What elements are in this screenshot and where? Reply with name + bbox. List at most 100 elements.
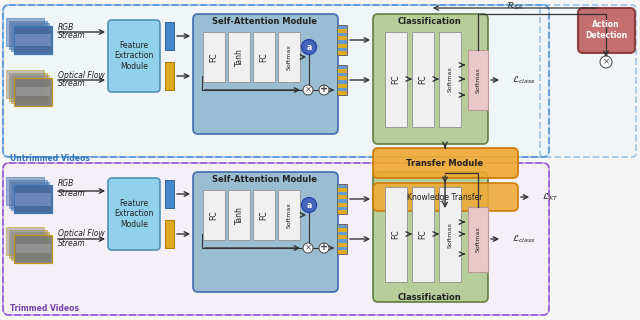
Circle shape bbox=[303, 243, 313, 253]
Text: Trimmed Videos: Trimmed Videos bbox=[10, 304, 79, 313]
Text: Optical Flow: Optical Flow bbox=[58, 229, 105, 238]
Bar bbox=[11, 23, 49, 51]
Text: RGB: RGB bbox=[58, 180, 74, 188]
Bar bbox=[13, 77, 51, 106]
Bar bbox=[203, 190, 225, 240]
Bar bbox=[337, 73, 347, 76]
Text: FC: FC bbox=[419, 230, 428, 239]
Bar bbox=[6, 177, 44, 205]
Bar bbox=[337, 25, 347, 29]
Bar bbox=[337, 29, 347, 33]
Bar bbox=[439, 32, 461, 127]
Text: ×: × bbox=[305, 85, 312, 94]
Text: Action
Detection: Action Detection bbox=[585, 20, 627, 40]
Bar bbox=[439, 187, 461, 282]
Text: Classification: Classification bbox=[398, 292, 462, 301]
Bar bbox=[468, 207, 488, 272]
FancyBboxPatch shape bbox=[373, 172, 488, 302]
FancyBboxPatch shape bbox=[193, 172, 338, 292]
Bar bbox=[337, 228, 347, 231]
Circle shape bbox=[319, 243, 329, 253]
FancyBboxPatch shape bbox=[108, 178, 160, 250]
Bar bbox=[13, 26, 51, 53]
Bar bbox=[337, 76, 347, 80]
Bar bbox=[6, 227, 44, 255]
Bar bbox=[13, 185, 51, 212]
Bar bbox=[337, 184, 347, 188]
Text: ×: × bbox=[602, 58, 609, 67]
Bar bbox=[253, 190, 275, 240]
Bar bbox=[337, 87, 347, 91]
Text: $\mathcal{L}_{class}$: $\mathcal{L}_{class}$ bbox=[512, 233, 536, 245]
Text: Softmax: Softmax bbox=[476, 67, 481, 93]
Bar bbox=[15, 34, 51, 46]
Bar bbox=[337, 51, 347, 55]
FancyBboxPatch shape bbox=[3, 5, 549, 157]
Bar bbox=[203, 32, 225, 82]
Text: FC: FC bbox=[419, 75, 428, 84]
Bar bbox=[337, 91, 347, 95]
Text: Softmax: Softmax bbox=[287, 44, 291, 70]
Text: Knowledge Transfer: Knowledge Transfer bbox=[407, 193, 483, 202]
Bar bbox=[337, 203, 347, 206]
Text: a: a bbox=[307, 43, 312, 52]
Text: FC: FC bbox=[209, 210, 218, 220]
Bar bbox=[13, 26, 51, 53]
Bar bbox=[11, 182, 49, 210]
Text: Stream: Stream bbox=[58, 238, 86, 247]
Bar bbox=[337, 191, 347, 195]
Text: Stream: Stream bbox=[58, 79, 86, 89]
FancyBboxPatch shape bbox=[193, 14, 338, 134]
Text: ×: × bbox=[305, 244, 312, 252]
Text: Softmax: Softmax bbox=[287, 202, 291, 228]
Bar bbox=[337, 243, 347, 246]
Bar bbox=[337, 25, 347, 55]
Bar bbox=[15, 193, 51, 205]
Bar bbox=[337, 84, 347, 87]
Circle shape bbox=[303, 85, 313, 95]
Bar bbox=[8, 229, 47, 258]
Bar bbox=[337, 44, 347, 47]
Text: $\mathcal{R}_{SA}$: $\mathcal{R}_{SA}$ bbox=[506, 0, 524, 12]
Bar bbox=[385, 187, 407, 282]
Bar bbox=[337, 195, 347, 199]
Bar bbox=[165, 22, 174, 50]
Bar bbox=[15, 87, 49, 96]
Text: $\mathcal{L}_{class}$: $\mathcal{L}_{class}$ bbox=[512, 74, 536, 86]
Bar bbox=[468, 50, 488, 110]
Bar bbox=[13, 185, 51, 212]
Circle shape bbox=[319, 85, 329, 95]
Text: Feature
Extraction
Module: Feature Extraction Module bbox=[115, 199, 154, 229]
Text: Tanh: Tanh bbox=[234, 206, 243, 224]
Bar bbox=[8, 20, 47, 49]
Bar bbox=[278, 190, 300, 240]
Bar bbox=[337, 69, 347, 73]
Bar bbox=[412, 32, 434, 127]
FancyBboxPatch shape bbox=[540, 5, 636, 157]
Text: a: a bbox=[307, 201, 312, 210]
Bar bbox=[13, 77, 51, 106]
Text: RGB: RGB bbox=[58, 22, 74, 31]
Text: +: + bbox=[320, 84, 328, 94]
FancyBboxPatch shape bbox=[373, 148, 518, 178]
Bar bbox=[11, 232, 49, 260]
Text: FC: FC bbox=[392, 75, 401, 84]
Bar bbox=[337, 224, 347, 254]
Text: FC: FC bbox=[259, 52, 269, 62]
Bar bbox=[13, 235, 51, 262]
Bar bbox=[8, 73, 47, 100]
Text: Self-Attention Module: Self-Attention Module bbox=[212, 18, 317, 27]
Bar bbox=[412, 187, 434, 282]
Bar bbox=[165, 180, 174, 208]
Text: Transfer Module: Transfer Module bbox=[406, 158, 484, 167]
Text: FC: FC bbox=[209, 52, 218, 62]
Bar bbox=[253, 32, 275, 82]
Bar bbox=[337, 199, 347, 203]
Bar bbox=[337, 65, 347, 95]
Bar bbox=[385, 32, 407, 127]
Bar bbox=[337, 239, 347, 243]
Bar bbox=[13, 235, 51, 262]
Bar bbox=[337, 184, 347, 214]
FancyBboxPatch shape bbox=[578, 8, 635, 53]
Text: Tanh: Tanh bbox=[234, 48, 243, 66]
